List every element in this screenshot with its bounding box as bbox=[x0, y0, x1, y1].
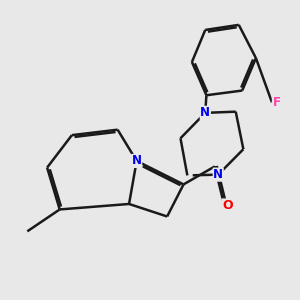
Text: O: O bbox=[222, 199, 232, 212]
Text: N: N bbox=[200, 106, 210, 119]
Text: N: N bbox=[213, 168, 223, 181]
Text: F: F bbox=[272, 96, 281, 109]
Text: N: N bbox=[132, 154, 142, 167]
